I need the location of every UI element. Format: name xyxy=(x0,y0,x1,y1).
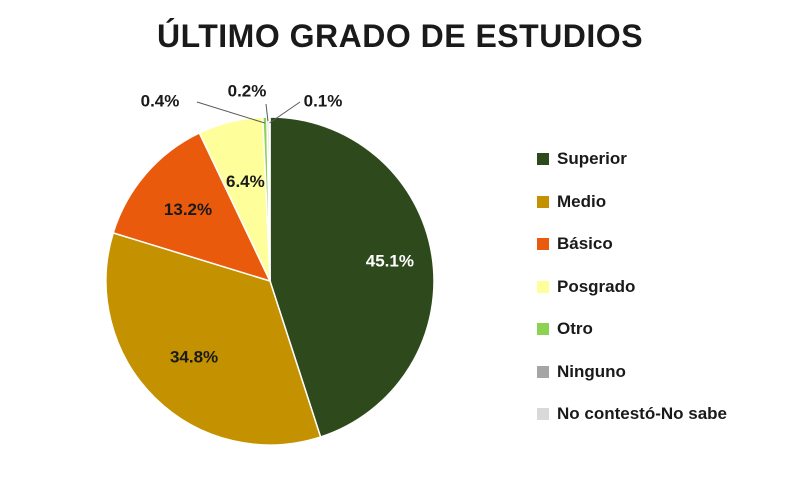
legend-item: Superior xyxy=(537,138,787,181)
legend: Superior Medio Básico Posgrado Otro Ninguno No… xyxy=(537,138,787,436)
legend-swatch xyxy=(537,238,549,251)
legend-label: Superior xyxy=(557,149,627,169)
legend-item: Medio xyxy=(537,181,787,224)
legend-label: Ninguno xyxy=(557,361,626,381)
data-label: 0.4% xyxy=(141,91,180,110)
pie-slice-superior xyxy=(269,116,435,438)
legend-label: Medio xyxy=(557,191,607,211)
legend-swatch xyxy=(537,280,549,293)
leader-line xyxy=(196,101,266,124)
legend-item: Ninguno xyxy=(537,351,787,394)
legend-swatch xyxy=(537,323,549,336)
legend-item: No contestó-No sabe xyxy=(537,393,787,436)
data-label: 0.1% xyxy=(304,91,343,110)
chart-title: ÚLTIMO GRADO DE ESTUDIOS xyxy=(156,18,644,54)
legend-label: No contestó-No sabe xyxy=(557,404,728,424)
data-label: 6.4% xyxy=(226,172,265,191)
leader-line xyxy=(265,103,269,122)
data-label: 0.2% xyxy=(228,81,267,100)
legend-item: Básico xyxy=(537,223,787,266)
legend-swatch xyxy=(537,195,549,208)
data-labels: 45.1% 34.8% 13.2% 6.4% 0.4% 0.2% 0.1% xyxy=(141,81,414,366)
legend-label: Posgrado xyxy=(557,276,636,296)
legend-label: Básico xyxy=(557,234,613,254)
pie-slice-no-contest-no-sabe xyxy=(268,116,271,282)
data-label: 13.2% xyxy=(164,200,212,219)
leader-line xyxy=(269,101,301,124)
data-label: 34.8% xyxy=(170,348,218,367)
pie-slice-b-sico xyxy=(112,131,272,283)
legend-item: Otro xyxy=(537,308,787,351)
legend-label: Otro xyxy=(557,319,593,339)
legend-item: Posgrado xyxy=(537,266,787,309)
legend-swatch xyxy=(537,153,549,166)
legend-swatch xyxy=(537,408,549,421)
leader-lines xyxy=(196,101,301,124)
data-label: 45.1% xyxy=(366,252,414,271)
pie-slices xyxy=(105,116,435,446)
pie-slice-medio xyxy=(105,231,322,446)
legend-swatch xyxy=(537,365,549,378)
